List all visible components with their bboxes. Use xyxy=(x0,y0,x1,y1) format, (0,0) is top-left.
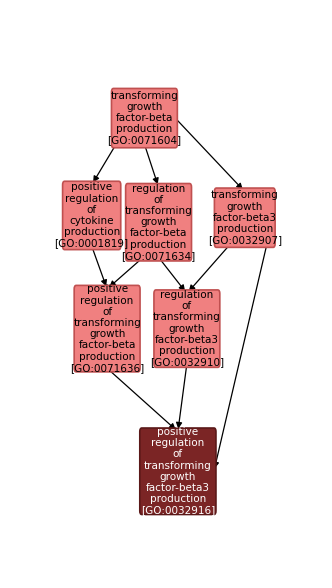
Text: regulation
of
transforming
growth
factor-beta
production
[GO:0071634]: regulation of transforming growth factor… xyxy=(122,183,196,261)
FancyBboxPatch shape xyxy=(154,290,220,368)
Text: positive
regulation
of
cytokine
production
[GO:0001819]: positive regulation of cytokine producti… xyxy=(54,182,129,249)
Text: transforming
growth
factor-beta3
production
[GO:0032907]: transforming growth factor-beta3 product… xyxy=(208,191,282,245)
Text: regulation
of
transforming
growth
factor-beta3
production
[GO:0032910]: regulation of transforming growth factor… xyxy=(150,290,224,368)
FancyBboxPatch shape xyxy=(63,181,121,250)
FancyBboxPatch shape xyxy=(140,428,216,514)
Text: positive
regulation
of
transforming
growth
factor-beta3
production
[GO:0032916]: positive regulation of transforming grow… xyxy=(141,427,215,516)
FancyBboxPatch shape xyxy=(125,183,192,261)
FancyBboxPatch shape xyxy=(74,285,140,372)
Text: positive
regulation
of
transforming
growth
factor-beta
production
[GO:0071636]: positive regulation of transforming grow… xyxy=(70,285,144,373)
FancyBboxPatch shape xyxy=(214,188,275,248)
FancyBboxPatch shape xyxy=(112,88,177,148)
Text: transforming
growth
factor-beta
production
[GO:0071604]: transforming growth factor-beta producti… xyxy=(107,91,182,145)
